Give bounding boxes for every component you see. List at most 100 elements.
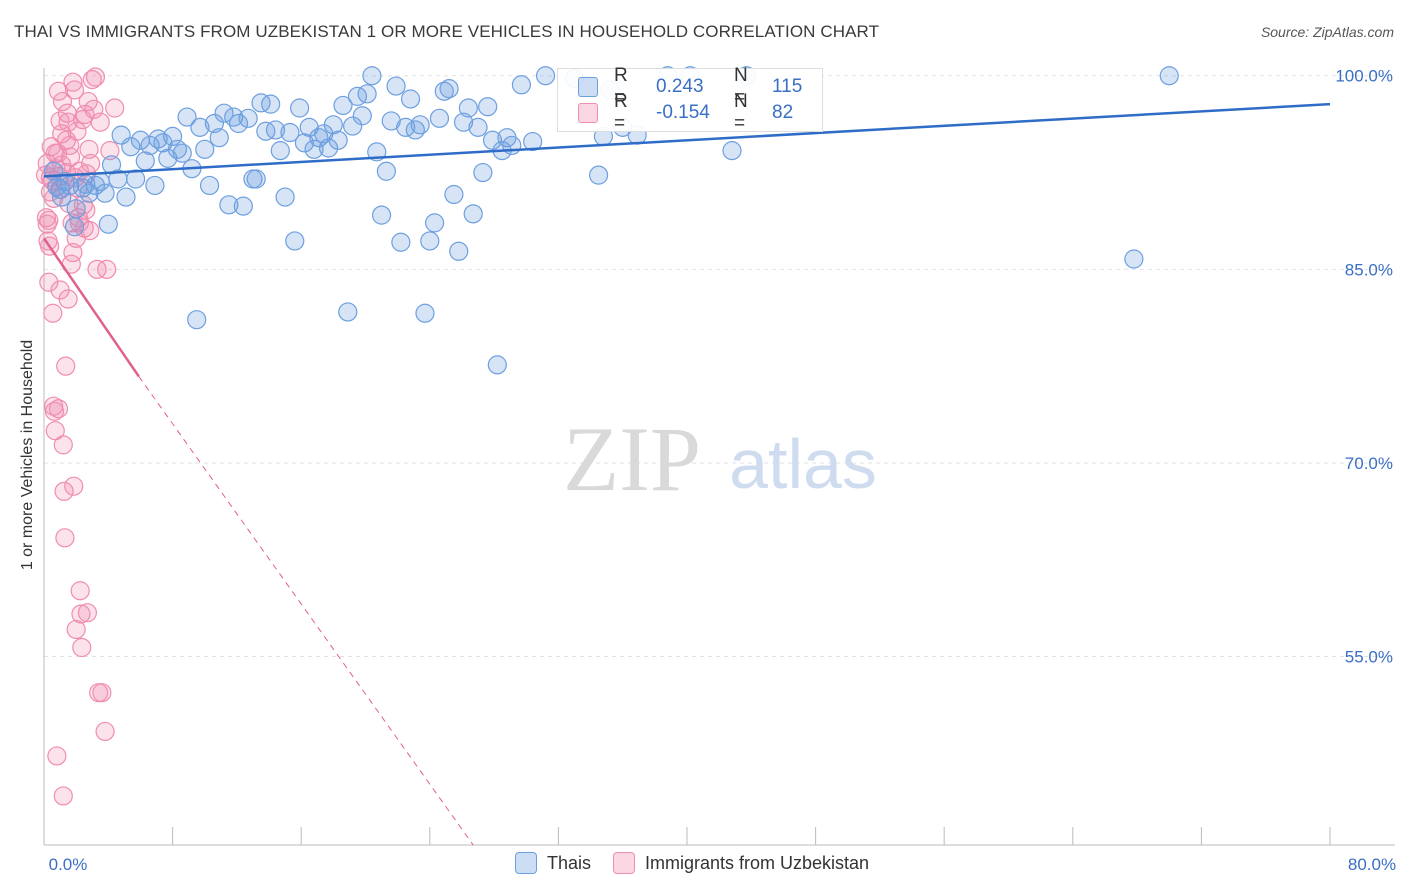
uzbek-point: [70, 581, 90, 601]
thai-points: [44, 66, 1179, 375]
trend-lines: [42, 102, 1331, 846]
thai-point: [261, 94, 281, 114]
thai-point: [190, 117, 210, 137]
uzbek-point: [72, 637, 92, 658]
uzbek-trend-line: [42, 237, 140, 378]
thai-point: [204, 113, 224, 134]
thai-point: [588, 165, 609, 185]
correlation-legend: R = 0.243 N = 115 R = -0.154 N = 82: [557, 65, 823, 134]
uzbek-point: [92, 683, 112, 703]
y-tick-label: 100.0%: [1335, 67, 1393, 86]
legend-item-uzbekistan[interactable]: Immigrants from Uzbekistan: [612, 852, 870, 874]
uzbek-point: [52, 91, 73, 112]
thai-point: [371, 205, 392, 225]
thai-point: [376, 161, 396, 181]
r-label: R =: [614, 91, 628, 134]
uzbek-point: [97, 259, 117, 279]
thai-swatch: [578, 77, 598, 97]
thai-point: [228, 113, 249, 134]
thai-point: [172, 143, 192, 163]
thai-point: [482, 130, 503, 150]
thai-point: [487, 355, 507, 375]
uzbek-point: [100, 141, 120, 161]
thai-point: [523, 131, 543, 152]
thai-point: [458, 98, 478, 118]
series-legend: Thais Immigrants from Uzbekistan: [0, 852, 1406, 874]
uzbek-points: [36, 67, 125, 806]
thai-point: [50, 179, 70, 199]
thai-point: [357, 84, 377, 104]
thai-point: [425, 213, 445, 233]
thai-point: [323, 115, 343, 135]
thai-n-value: 115: [772, 76, 803, 97]
thai-point: [195, 139, 215, 159]
thai-point: [429, 108, 450, 128]
n-label: N =: [734, 65, 748, 108]
thai-point: [415, 303, 435, 323]
thai-point: [270, 141, 290, 161]
uzbek-point: [39, 272, 59, 292]
uzbek-point: [105, 98, 125, 118]
uzbek-point: [77, 603, 98, 623]
thai-point: [275, 187, 295, 207]
uzbek-point: [56, 356, 76, 376]
watermark-atlas: atlas: [729, 425, 877, 503]
thai-point: [145, 175, 165, 196]
uzbek-point: [37, 153, 57, 174]
thai-point: [304, 139, 324, 159]
thai-point: [478, 97, 498, 117]
thais-swatch: [514, 852, 537, 874]
uzbek-point: [60, 147, 81, 167]
uzbek-point: [53, 786, 73, 806]
uzbek-point: [64, 80, 85, 100]
uzbek-point: [48, 399, 69, 419]
thai-point: [256, 121, 276, 141]
thai-point: [289, 98, 310, 118]
thai-point: [76, 174, 96, 194]
thai-point: [449, 241, 469, 261]
thai-point: [453, 112, 474, 132]
thai-point: [280, 122, 300, 143]
uzbek-trend-line-extrapolated: [138, 376, 474, 846]
thai-point: [463, 204, 483, 224]
y-tick-label: 70.0%: [1345, 454, 1393, 473]
uzbek-point: [63, 242, 83, 263]
uzbek-point: [85, 67, 106, 87]
chart-title: THAI VS IMMIGRANTS FROM UZBEKISTAN 1 OR …: [14, 22, 880, 41]
thai-point: [199, 175, 220, 196]
thai-trend-line: [43, 102, 1331, 178]
uzbek-point: [67, 121, 87, 141]
thai-point: [318, 138, 339, 158]
uzbek-point: [63, 72, 83, 92]
uzbek-point: [39, 210, 59, 230]
uzbek-point: [87, 259, 107, 279]
thai-point: [177, 107, 197, 127]
uzbek-point: [58, 289, 78, 309]
uzbek-point: [43, 303, 63, 323]
thai-point: [386, 76, 406, 96]
uzbek-point: [47, 746, 67, 766]
thai-point: [187, 310, 207, 330]
thai-point: [439, 79, 459, 99]
thai-point: [238, 108, 258, 128]
thai-point: [400, 89, 421, 109]
thai-point: [328, 130, 348, 150]
thai-point: [294, 133, 315, 153]
thai-point: [95, 183, 115, 203]
uzbek-r-value: -0.154: [656, 102, 710, 123]
thai-point: [511, 75, 532, 95]
thai-point: [265, 120, 286, 140]
uzbek-point: [82, 70, 102, 90]
uzbek-point: [53, 435, 73, 455]
thai-point: [246, 169, 266, 189]
thai-point: [722, 141, 742, 161]
y-tick-labels: 55.0% 70.0% 85.0% 100.0%: [1335, 67, 1393, 667]
legend-item-thais[interactable]: Thais: [514, 852, 591, 874]
thai-point: [410, 115, 430, 135]
thai-point: [391, 232, 411, 252]
uzbek-point: [54, 481, 74, 501]
uzbek-point: [76, 200, 96, 220]
thai-point: [219, 195, 239, 215]
legend-label-uzbekistan: Immigrants from Uzbekistan: [644, 852, 870, 873]
thai-point: [116, 187, 136, 207]
